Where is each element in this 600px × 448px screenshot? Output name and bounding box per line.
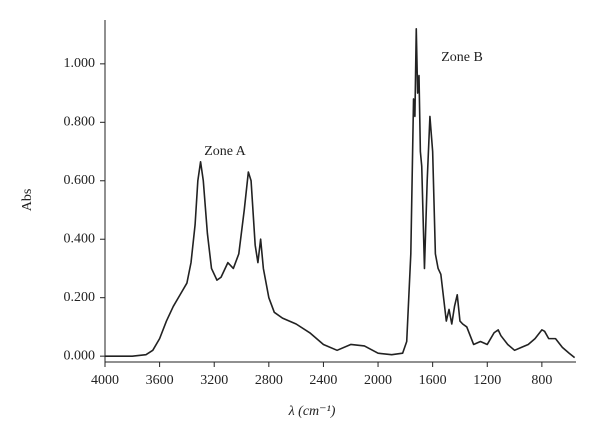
x-tick-label: 3600 [146, 373, 174, 388]
x-tick-label: 2800 [255, 373, 283, 388]
y-tick-label: 0.200 [64, 290, 96, 305]
x-tick-label: 1200 [473, 373, 501, 388]
x-tick-label: 4000 [91, 373, 119, 388]
spectrum-line [105, 27, 576, 359]
x-tick-label: 2400 [309, 373, 337, 388]
annotation: Zone B [441, 50, 483, 65]
y-tick-label: 0.400 [64, 231, 96, 246]
x-tick-label: 3200 [200, 373, 228, 388]
y-tick-label: 0.000 [64, 348, 96, 363]
x-axis-label: λ (cm⁻¹) [288, 404, 336, 419]
y-axis-label: Abs [20, 189, 35, 212]
x-tick-label: 2000 [364, 373, 392, 388]
annotation: Zone A [204, 144, 246, 159]
y-tick-label: 0.600 [64, 173, 96, 188]
y-tick-label: 1.000 [64, 56, 96, 71]
x-tick-label: 1600 [419, 373, 447, 388]
y-tick-label: 0.800 [64, 115, 96, 130]
x-tick-label: 800 [531, 373, 552, 388]
